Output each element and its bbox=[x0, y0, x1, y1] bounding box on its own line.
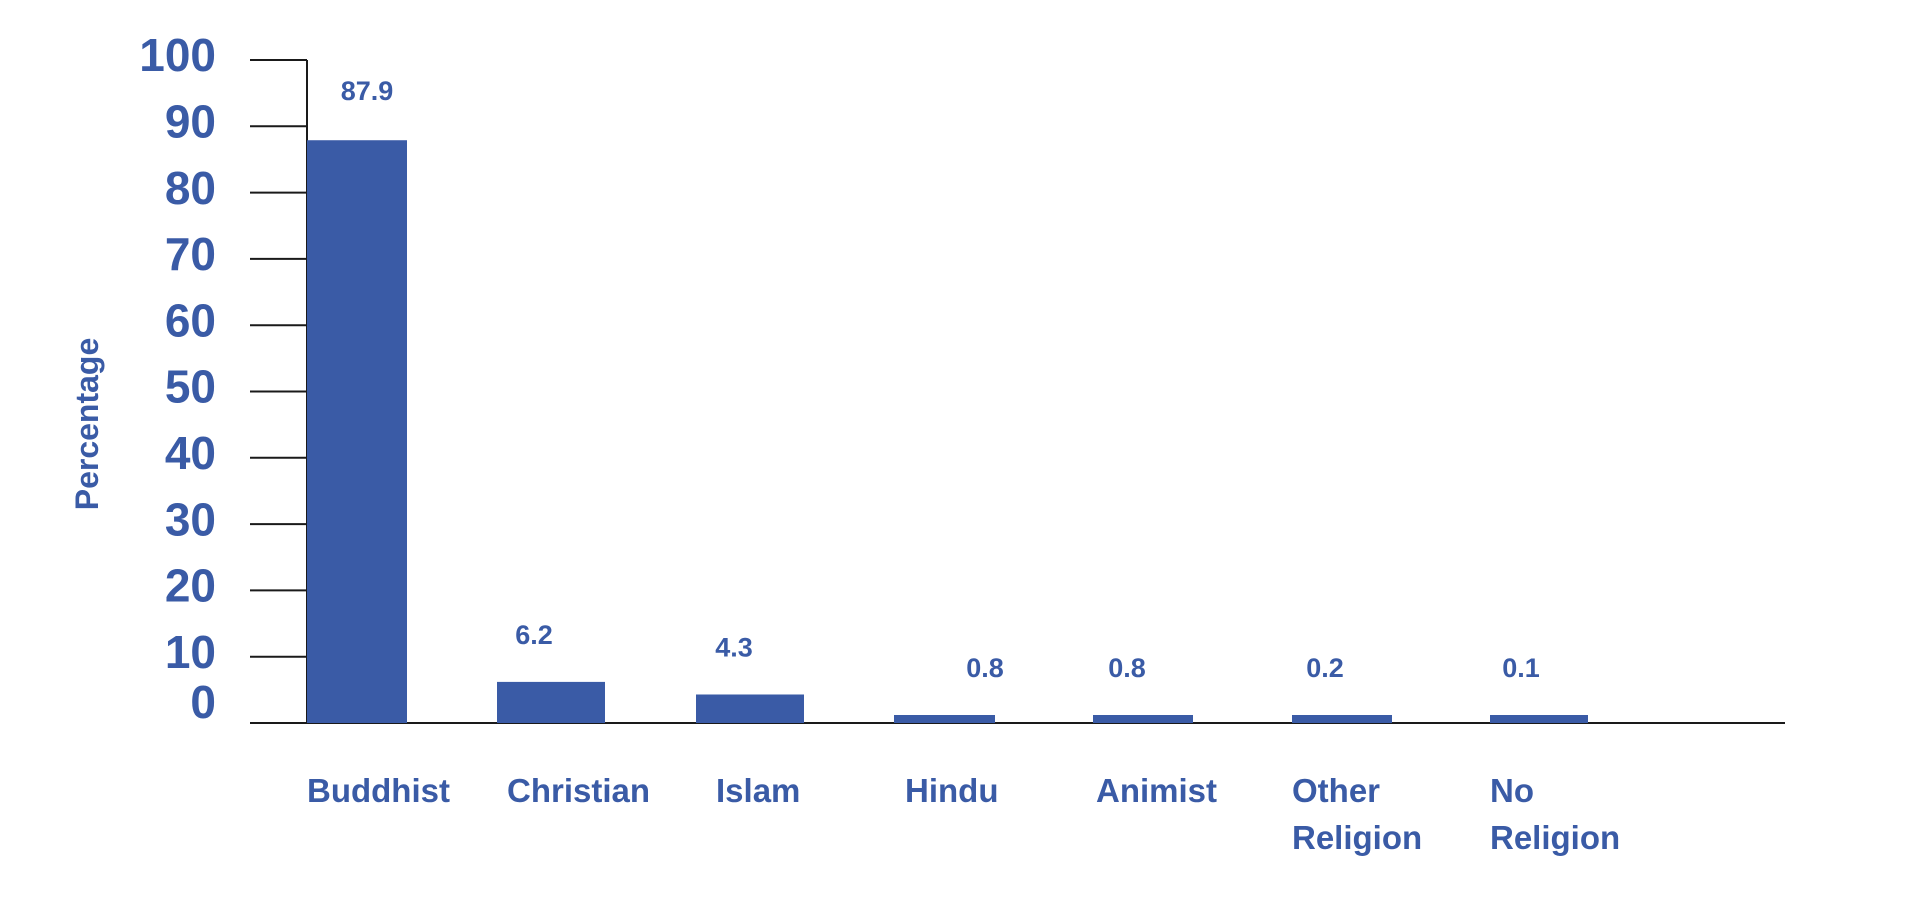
bar bbox=[696, 694, 804, 723]
x-tick-label: Islam bbox=[716, 772, 800, 809]
data-label: 0.2 bbox=[1306, 653, 1344, 683]
data-label: 0.8 bbox=[1108, 653, 1146, 683]
bar bbox=[1093, 715, 1193, 723]
data-label: 6.2 bbox=[515, 620, 553, 650]
bar bbox=[894, 715, 995, 723]
data-label: 0.8 bbox=[966, 653, 1004, 683]
y-axis-label: Percentage bbox=[69, 338, 105, 511]
x-tick-label: No Religion bbox=[1490, 772, 1620, 856]
y-axis-ticks: 010 20 30 40 50 60 70 80 90 100 bbox=[139, 29, 307, 728]
y-tick-label: 70 bbox=[165, 228, 216, 280]
bar bbox=[497, 681, 605, 723]
y-tick-label: 30 bbox=[165, 493, 216, 545]
y-tick-label: 60 bbox=[165, 294, 216, 346]
y-tick-label: 40 bbox=[165, 427, 216, 479]
bar bbox=[1292, 715, 1392, 723]
x-tick-label: Other Religion bbox=[1292, 772, 1422, 856]
data-label: 4.3 bbox=[715, 632, 753, 662]
data-label: 0.1 bbox=[1502, 653, 1540, 683]
y-tick-label: 80 bbox=[165, 162, 216, 214]
y-tick-label: 10 bbox=[165, 626, 216, 678]
chart-bars bbox=[307, 140, 1588, 723]
y-tick-label: 20 bbox=[165, 560, 216, 612]
y-tick-label: 0 bbox=[190, 676, 216, 728]
x-tick-label: Buddhist bbox=[307, 772, 450, 809]
category-labels: Buddhist Christian Islam Hindu Animist Other R… bbox=[307, 772, 1620, 856]
data-label: 87.9 bbox=[341, 76, 394, 106]
chart-axes bbox=[250, 60, 1785, 724]
bar bbox=[1490, 715, 1588, 723]
x-tick-label: Hindu bbox=[905, 772, 998, 809]
x-tick-label: Christian bbox=[507, 772, 650, 809]
value-labels: 87.9 6.2 4.3 0.8 0.8 0.2 0.1 bbox=[341, 76, 1540, 683]
y-tick-label: 100 bbox=[139, 29, 216, 81]
bar bbox=[307, 140, 407, 723]
y-tick-label: 50 bbox=[165, 361, 216, 413]
y-tick-label: 90 bbox=[165, 95, 216, 147]
x-tick-label: Animist bbox=[1096, 772, 1217, 809]
